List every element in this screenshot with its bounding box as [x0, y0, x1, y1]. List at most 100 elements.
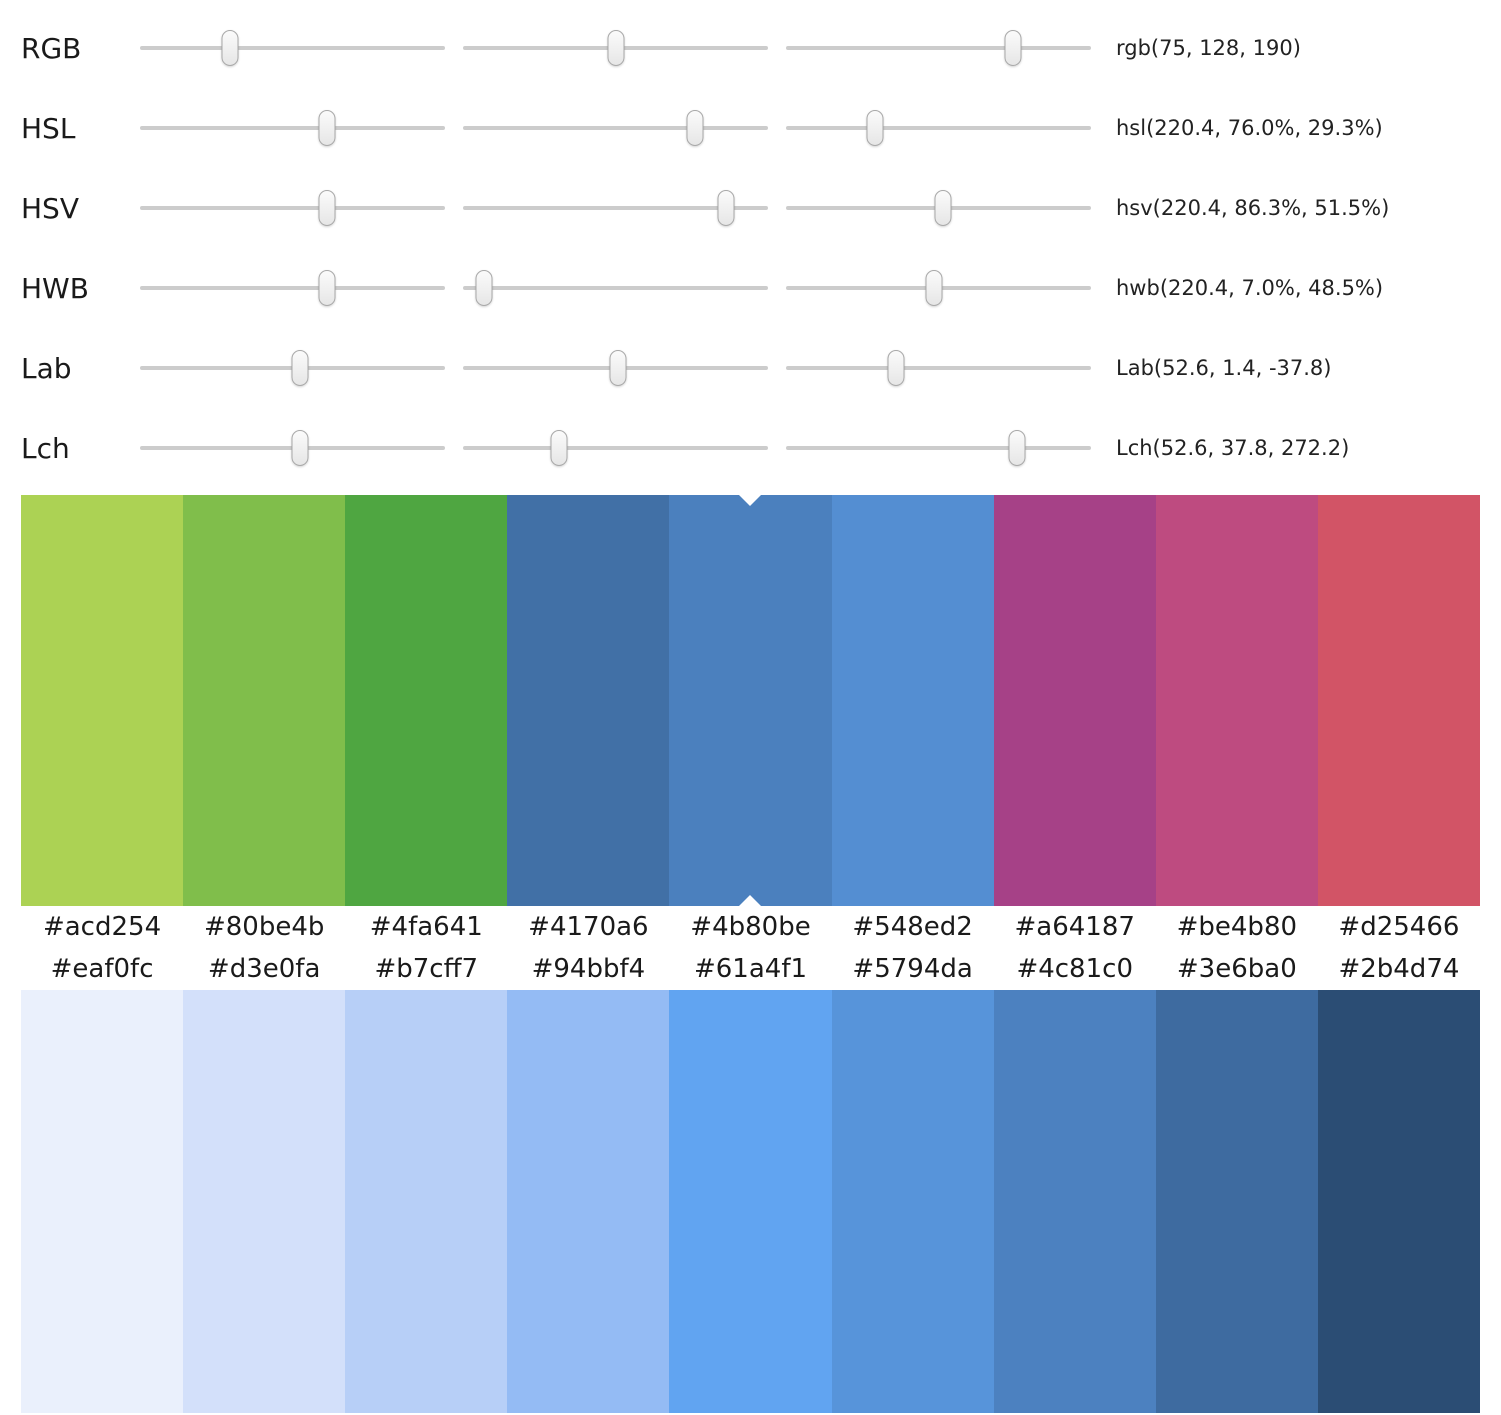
slider-thumb[interactable]: [550, 430, 568, 466]
lightness-swatch-4[interactable]: [669, 990, 832, 1413]
hue-swatch-4[interactable]: [669, 495, 832, 906]
color-value-text: hsv(220.4, 86.3%, 51.5%): [1116, 196, 1390, 220]
slider-row-lab: Lab Lab(52.6, 1.4, -37.8): [0, 328, 1501, 408]
slider-rail: [786, 366, 1091, 370]
slider-thumb[interactable]: [1004, 30, 1022, 66]
lightness-swatch-8[interactable]: [1317, 990, 1480, 1413]
lab-slider-1[interactable]: [140, 345, 445, 391]
slider-rail: [140, 46, 445, 50]
hsv-slider-3[interactable]: [786, 185, 1091, 231]
color-value-text: hsl(220.4, 76.0%, 29.3%): [1116, 116, 1383, 140]
lightness-hex-label: #2b4d74: [1338, 954, 1460, 984]
lightness-swatch-0[interactable]: [21, 990, 184, 1413]
lch-slider-1[interactable]: [140, 425, 445, 471]
slider-thumb[interactable]: [686, 110, 704, 146]
hue-hex-labels: #acd254 #80be4b #4fa641 #4170a6 #4b80be #548e…: [21, 906, 1480, 948]
slider-thumb[interactable]: [925, 270, 943, 306]
slider-thumb[interactable]: [887, 350, 905, 386]
slider-rail: [463, 286, 768, 290]
slider-thumb[interactable]: [318, 270, 336, 306]
slider-rail: [463, 206, 768, 210]
slider-thumb[interactable]: [291, 350, 309, 386]
hue-swatch-7[interactable]: [1155, 495, 1318, 906]
hue-hex-label: #acd254: [42, 912, 162, 942]
hue-palette: #acd254 #80be4b #4fa641 #4170a6 #4b80be #548e…: [0, 495, 1501, 948]
lightness-hex-label: #d3e0fa: [207, 954, 321, 984]
lightness-hex-label: #b7cff7: [374, 954, 479, 984]
hue-swatch-1[interactable]: [183, 495, 346, 906]
rgb-slider-1[interactable]: [140, 25, 445, 71]
lightness-hex-label: #4c81c0: [1016, 954, 1133, 984]
slider-row-lch: Lch Lch(52.6, 37.8, 272.2): [0, 408, 1501, 488]
hue-hex-label: #4170a6: [528, 912, 649, 942]
slider-thumb[interactable]: [717, 190, 735, 226]
rgb-slider-3[interactable]: [786, 25, 1091, 71]
colorspace-label: Lch: [21, 431, 70, 465]
color-value-text: Lab(52.6, 1.4, -37.8): [1116, 356, 1332, 380]
lightness-swatch-2[interactable]: [345, 990, 508, 1413]
hsv-slider-1[interactable]: [140, 185, 445, 231]
slider-thumb[interactable]: [318, 110, 336, 146]
lightness-hex-label: #3e6ba0: [1176, 954, 1297, 984]
hue-hex-label: #4b80be: [690, 912, 811, 942]
lightness-strip: [21, 990, 1480, 1413]
hue-hex-label: #be4b80: [1176, 912, 1298, 942]
hue-swatch-3[interactable]: [507, 495, 670, 906]
slider-thumb[interactable]: [607, 30, 625, 66]
slider-thumb[interactable]: [934, 190, 952, 226]
hue-hex-label: #80be4b: [203, 912, 325, 942]
hue-strip: [21, 495, 1480, 906]
lightness-swatch-6[interactable]: [993, 990, 1156, 1413]
slider-thumb[interactable]: [318, 190, 336, 226]
colorspace-label: HSL: [21, 111, 76, 145]
slider-rail: [463, 126, 768, 130]
slider-thumb[interactable]: [1008, 430, 1026, 466]
lightness-swatch-7[interactable]: [1155, 990, 1318, 1413]
rgb-slider-2[interactable]: [463, 25, 768, 71]
hwb-slider-3[interactable]: [786, 265, 1091, 311]
hue-swatch-8[interactable]: [1317, 495, 1480, 906]
hsl-slider-2[interactable]: [463, 105, 768, 151]
slider-thumb[interactable]: [609, 350, 627, 386]
lightness-palette: #eaf0fc #d3e0fa #b7cff7 #94bbf4 #61a4f1 #5794…: [0, 948, 1501, 1413]
lightness-hex-labels: #eaf0fc #d3e0fa #b7cff7 #94bbf4 #61a4f1 #5794…: [21, 948, 1480, 990]
slider-panel: RGB rgb(75, 128, 190) HSL hsl(220.4, 76.0%,…: [0, 0, 1501, 488]
lab-slider-2[interactable]: [463, 345, 768, 391]
colorspace-label: Lab: [21, 351, 72, 385]
hue-swatch-0[interactable]: [21, 495, 184, 906]
slider-thumb[interactable]: [291, 430, 309, 466]
lch-slider-3[interactable]: [786, 425, 1091, 471]
hwb-slider-1[interactable]: [140, 265, 445, 311]
slider-rail: [140, 126, 445, 130]
lightness-swatch-5[interactable]: [831, 990, 994, 1413]
colorspace-label: HWB: [21, 271, 89, 305]
hue-swatch-2[interactable]: [345, 495, 508, 906]
slider-thumb[interactable]: [221, 30, 239, 66]
lightness-swatch-1[interactable]: [183, 990, 346, 1413]
hsl-slider-1[interactable]: [140, 105, 445, 151]
lightness-hex-label: #94bbf4: [531, 954, 646, 984]
slider-thumb[interactable]: [475, 270, 493, 306]
slider-row-rgb: RGB rgb(75, 128, 190): [0, 8, 1501, 88]
hsl-slider-3[interactable]: [786, 105, 1091, 151]
slider-row-hsl: HSL hsl(220.4, 76.0%, 29.3%): [0, 88, 1501, 168]
color-value-text: Lch(52.6, 37.8, 272.2): [1116, 436, 1350, 460]
slider-rail: [140, 286, 445, 290]
lightness-hex-label: #5794da: [852, 954, 973, 984]
lightness-hex-label: #eaf0fc: [50, 954, 154, 984]
hwb-slider-2[interactable]: [463, 265, 768, 311]
lightness-swatch-3[interactable]: [507, 990, 670, 1413]
slider-thumb[interactable]: [866, 110, 884, 146]
colorspace-label: RGB: [21, 31, 82, 65]
hue-hex-label: #4fa641: [369, 912, 483, 942]
color-value-text: hwb(220.4, 7.0%, 48.5%): [1116, 276, 1384, 300]
lch-slider-2[interactable]: [463, 425, 768, 471]
slider-row-hsv: HSV hsv(220.4, 86.3%, 51.5%): [0, 168, 1501, 248]
slider-row-hwb: HWB hwb(220.4, 7.0%, 48.5%): [0, 248, 1501, 328]
hue-swatch-5[interactable]: [831, 495, 994, 906]
hsv-slider-2[interactable]: [463, 185, 768, 231]
hue-swatch-6[interactable]: [993, 495, 1156, 906]
lab-slider-3[interactable]: [786, 345, 1091, 391]
hue-hex-label: #a64187: [1014, 912, 1135, 942]
